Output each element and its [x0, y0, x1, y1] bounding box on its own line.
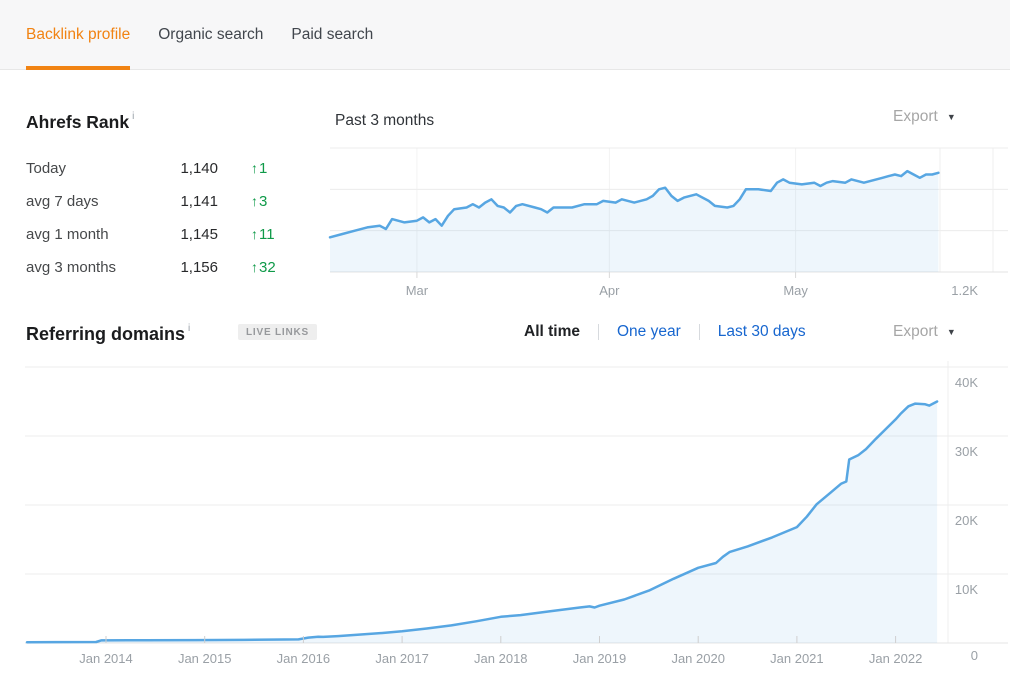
referring-domains-title-text: Referring domains	[26, 324, 186, 344]
rank-row-delta: ↑ 32	[251, 259, 276, 276]
rank-row-label: avg 7 days	[26, 193, 99, 210]
y-axis-tick-label: 20K	[955, 513, 978, 528]
delta-value: 32	[259, 259, 276, 276]
info-icon[interactable]: i	[132, 111, 135, 122]
y-axis-tick-label: 10K	[955, 582, 978, 597]
range-option-one-year[interactable]: One year	[616, 323, 681, 340]
table-row: avg 1 month 1,145 ↑ 11	[26, 218, 326, 251]
delta-value: 1	[259, 160, 268, 177]
referring-domains-chart[interactable]: Jan 2014 Jan 2015 Jan 2016 Jan 2017 Jan 2018…	[25, 361, 1008, 666]
x-axis-tick-label: Jan 2020	[671, 651, 725, 666]
rank-row-value: 1,140	[180, 160, 218, 177]
y-axis-tick-label: 40K	[955, 375, 978, 390]
referring-domains-title: Referring domains i	[26, 320, 190, 345]
rank-row-label: avg 3 months	[26, 259, 117, 276]
rank-row-value: 1,141	[180, 193, 218, 210]
x-axis-tick-label: Jan 2017	[375, 651, 429, 666]
x-axis-tick-label: Jan 2018	[474, 651, 528, 666]
x-axis-tick-label: Jan 2016	[277, 651, 331, 666]
tab-label: Backlink profile	[26, 25, 131, 43]
delta-value: 11	[259, 226, 275, 243]
rank-row-delta: ↑ 3	[251, 193, 267, 210]
range-option-all-time[interactable]: All time	[524, 323, 580, 340]
series-line	[328, 169, 940, 239]
y-axis-bottom-label: 1.2K	[951, 283, 978, 298]
rank-row-value: 1,156	[180, 259, 218, 276]
series-area	[330, 171, 939, 272]
rank-chart-period-label: Past 3 months	[335, 112, 435, 129]
live-links-badge: LIVE LINKS	[238, 324, 318, 340]
arrow-up-icon: ↑	[251, 160, 258, 176]
table-row: avg 3 months 1,156 ↑ 32	[26, 251, 326, 284]
tab-label: Organic search	[158, 25, 264, 43]
ahrefs-rank-title-text: Ahrefs Rank	[26, 111, 130, 132]
series-area	[27, 401, 938, 643]
caret-down-icon: ▼	[946, 327, 956, 337]
rank-row-delta: ↑ 11	[251, 226, 275, 243]
caret-down-icon: ▼	[946, 112, 956, 122]
y-axis-tick-label: 0	[971, 648, 978, 663]
x-axis-tick-label: Mar	[406, 283, 429, 298]
range-option-last-30-days[interactable]: Last 30 days	[717, 323, 806, 340]
export-label: Export	[893, 108, 938, 125]
rank-row-value: 1,145	[180, 226, 218, 243]
series-line	[25, 400, 939, 644]
delta-value: 3	[259, 193, 268, 210]
x-axis-tick-label: Jan 2022	[869, 651, 923, 666]
x-axis-tick-label: Jan 2021	[770, 651, 824, 666]
ahrefs-rank-title: Ahrefs Rank i	[26, 108, 134, 133]
tab-label: Paid search	[291, 25, 374, 43]
arrow-up-icon: ↑	[251, 226, 258, 242]
export-label: Export	[893, 323, 938, 340]
rank-row-delta: ↑ 1	[251, 160, 267, 177]
export-button-referring-domains[interactable]: Export ▼	[893, 322, 956, 342]
date-range-selector: All time One year Last 30 days	[524, 322, 806, 341]
ahrefs-rank-table: Today 1,140 ↑ 1 avg 7 days 1,141 ↑ 3 avg 1…	[26, 152, 326, 284]
table-row: Today 1,140 ↑ 1	[26, 152, 326, 185]
ahrefs-rank-chart[interactable]: Mar Apr May 1.2K	[328, 147, 1008, 298]
tab-paid-search[interactable]: Paid search	[291, 0, 373, 69]
x-axis-tick-label: Apr	[599, 283, 620, 298]
rank-row-label: avg 1 month	[26, 226, 109, 243]
rank-row-label: Today	[26, 160, 67, 177]
tab-organic-search[interactable]: Organic search	[158, 0, 263, 69]
tab-bar: Backlink profile Organic search Paid sea…	[0, 0, 1010, 70]
export-button-rank-chart[interactable]: Export ▼	[893, 107, 956, 127]
x-axis-tick-label: Jan 2019	[573, 651, 627, 666]
divider	[698, 323, 700, 340]
arrow-up-icon: ↑	[251, 259, 258, 275]
arrow-up-icon: ↑	[251, 193, 258, 209]
table-row: avg 7 days 1,141 ↑ 3	[26, 185, 326, 218]
x-axis-tick-label: Jan 2014	[79, 651, 133, 666]
x-axis-tick-label: May	[783, 283, 808, 298]
x-axis-tick-label: Jan 2015	[178, 651, 232, 666]
divider	[597, 323, 599, 340]
tab-backlink-profile[interactable]: Backlink profile	[26, 0, 131, 70]
info-icon[interactable]: i	[188, 323, 191, 334]
y-axis-tick-label: 30K	[955, 444, 978, 459]
